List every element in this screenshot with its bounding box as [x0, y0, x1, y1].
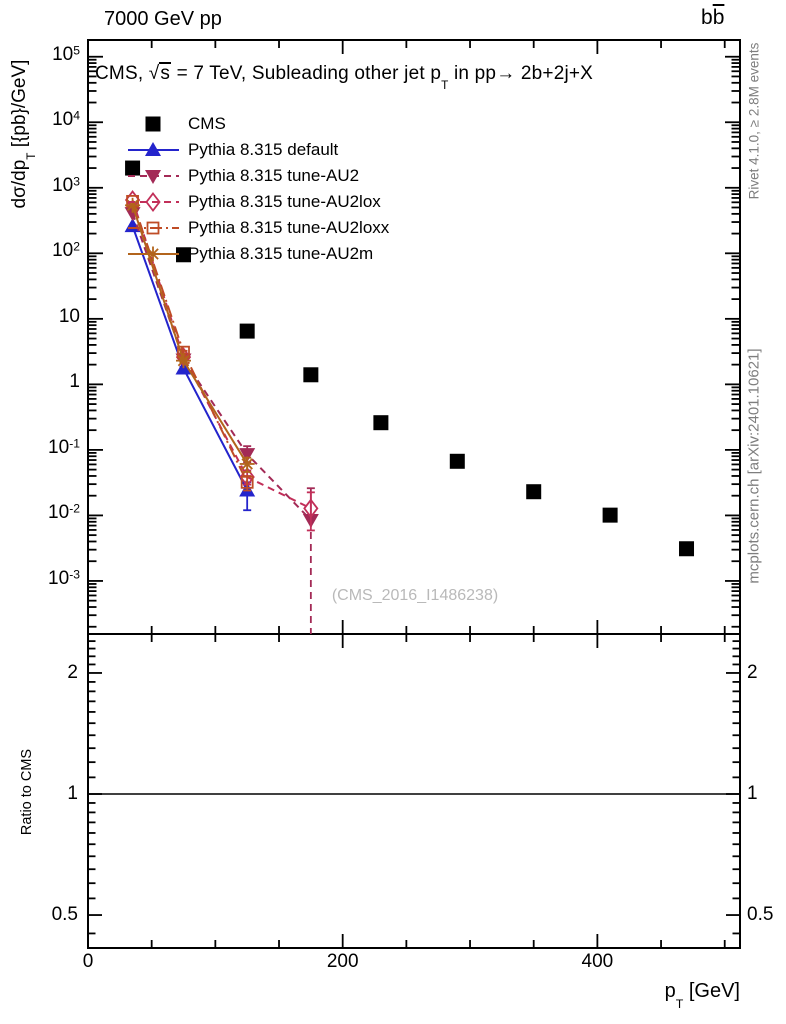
- beam-energy-label: 7000 GeV pp: [104, 8, 222, 30]
- panel-frames: [87, 39, 741, 949]
- ratio-tick-label-right: 2: [747, 661, 758, 683]
- x-axis-tick-label: 400: [581, 951, 614, 972]
- y-axis-tick-label: 10-2: [48, 501, 80, 524]
- ratio-tick-label-left: 0.5: [51, 904, 78, 926]
- axis-ticks: [88, 40, 740, 948]
- y-axis-tick-label: 10-3: [48, 567, 80, 589]
- legend-label: Pythia 8.315 tune-AU2loxx: [188, 218, 390, 237]
- analysis-watermark: (CMS_2016_I1486238): [331, 587, 499, 604]
- process-b: b: [701, 6, 713, 29]
- y-axis-tick-label: 10: [58, 305, 80, 327]
- process-bbar: b: [712, 6, 725, 29]
- mcplots-arxiv-note: mcplots.cern.ch [arXiv:2401.10621]: [745, 348, 763, 584]
- y-axis-tick-label: 104: [52, 108, 80, 131]
- rivet-version-note: Rivet 4.1.0, ≥ 2.8M events: [746, 42, 762, 200]
- ratio-tick-label-left: 2: [67, 661, 78, 683]
- series-pythia-8-315-tune-au2m: [125, 197, 255, 473]
- sqrt-icon: √: [148, 63, 160, 84]
- y-axis-tick-label: 1: [69, 371, 80, 393]
- x-axis-title: pT [GeV]: [664, 980, 740, 1011]
- legend-label: Pythia 8.315 tune-AU2lox: [188, 192, 381, 211]
- legend: [128, 116, 179, 262]
- legend-label: Pythia 8.315 tune-AU2m: [188, 244, 374, 263]
- y-axis-tick-label: 105: [52, 43, 80, 65]
- y-axis-tick-label: 103: [52, 174, 80, 196]
- y-axis-tick-label: 10-1: [48, 436, 80, 458]
- arrow-icon: →: [496, 63, 516, 84]
- legend-label: CMS: [188, 114, 226, 133]
- y-axis-tick-label: 102: [52, 239, 80, 262]
- ratio-tick-label-right: 1: [747, 783, 758, 804]
- ratio-tick-label-left: 1: [67, 783, 78, 804]
- legend-label: Pythia 8.315 default: [188, 140, 339, 159]
- x-axis-tick-label: 200: [326, 951, 359, 972]
- plot-title: CMS, √s = 7 TeV, Subleading other jet pT…: [95, 62, 594, 93]
- process-label: bb: [701, 6, 724, 30]
- series-pythia-8-315-tune-au2lox: [124, 190, 319, 532]
- legend-label: Pythia 8.315 tune-AU2: [188, 166, 360, 185]
- ratio-tick-label-right: 0.5: [747, 904, 774, 926]
- x-axis-tick-label: 0: [82, 951, 94, 972]
- series-cms: [125, 160, 695, 557]
